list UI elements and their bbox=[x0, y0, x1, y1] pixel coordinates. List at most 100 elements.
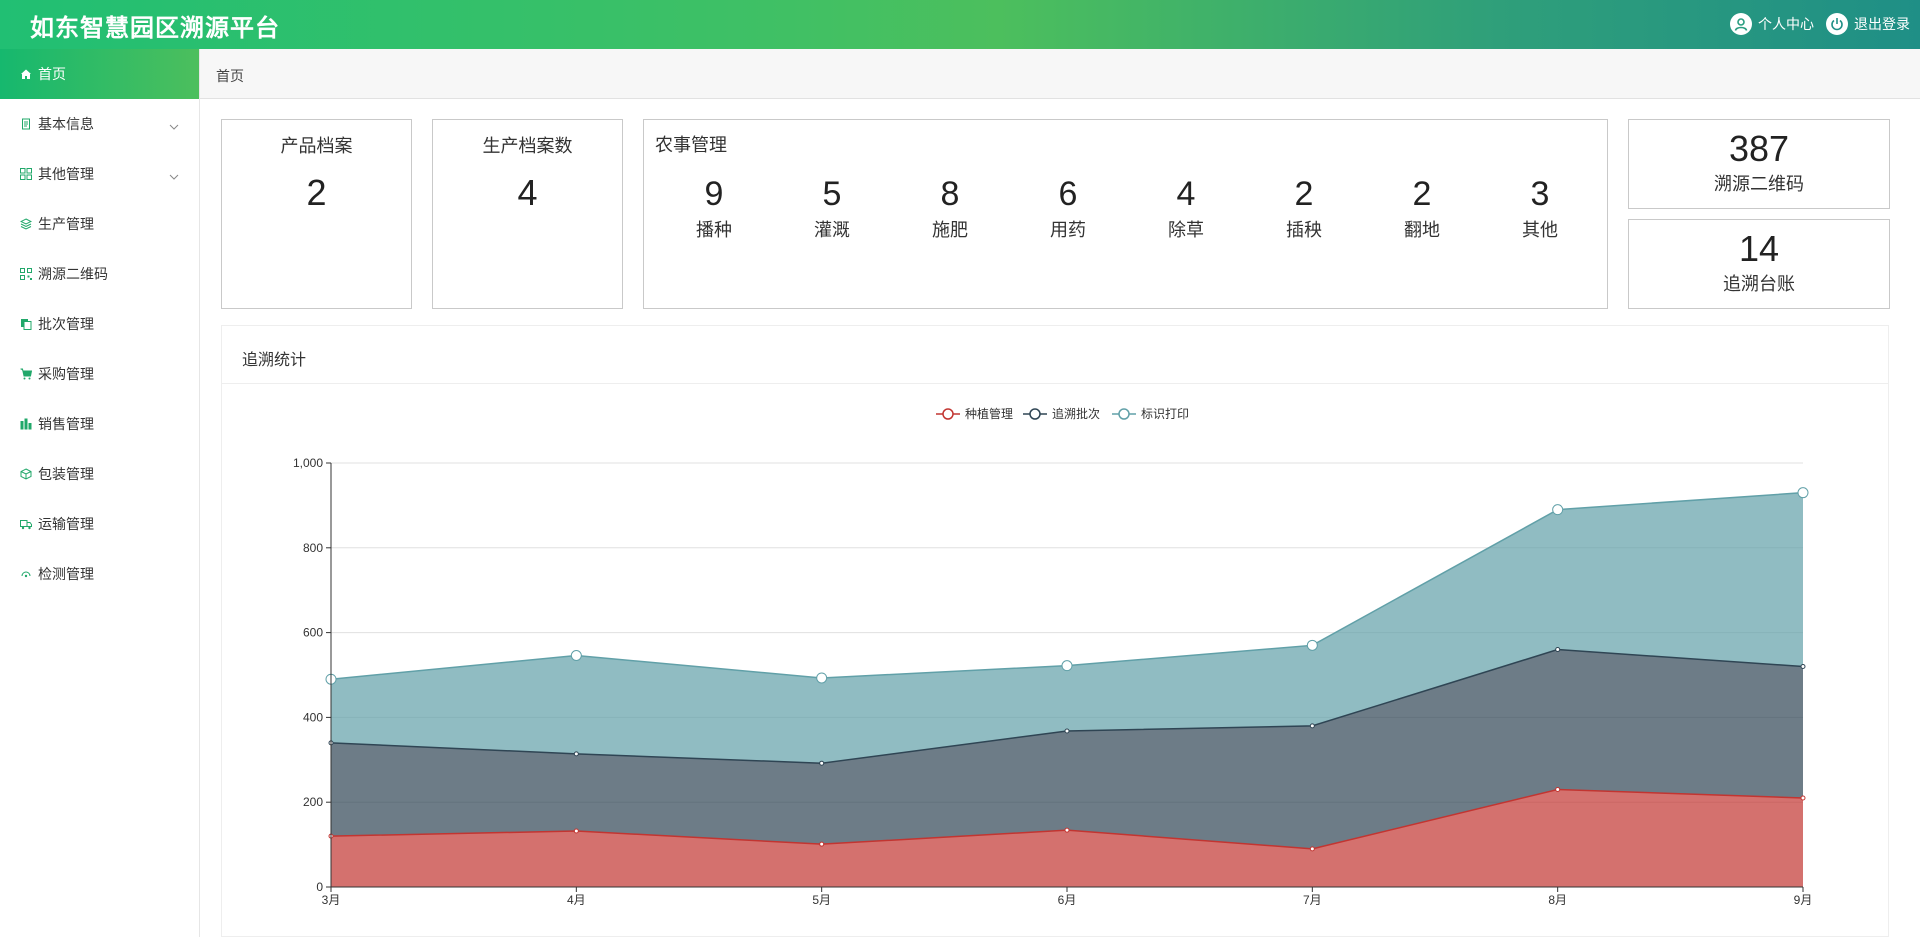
farm-stat-item[interactable]: 2 翻地 bbox=[1382, 176, 1462, 242]
qrcode-card[interactable]: 387 溯源二维码 bbox=[1628, 119, 1890, 209]
sidebar-item-sales[interactable]: 销售管理 bbox=[0, 399, 199, 449]
legend-label: 标识打印 bbox=[1141, 407, 1189, 421]
production-archive-count: 4 bbox=[517, 172, 538, 213]
farm-stat-label: 播种 bbox=[696, 220, 732, 240]
box-icon bbox=[20, 468, 32, 480]
farm-stat-value: 3 bbox=[1530, 175, 1550, 213]
layers-icon bbox=[20, 218, 32, 230]
trace-stats-chart: 0 200 400 600 800 1,000 3月 4月 5月 6月 7月 8月 9月 种植管理 追溯批次… bbox=[293, 406, 1813, 907]
farm-stat-item[interactable]: 8 施肥 bbox=[910, 176, 990, 242]
data-point bbox=[1064, 728, 1070, 734]
qrcode-icon bbox=[20, 268, 32, 280]
farm-stat-item[interactable]: 4 除草 bbox=[1146, 176, 1226, 242]
sidebar-item-label: 销售管理 bbox=[38, 416, 94, 432]
y-tick-label: 800 bbox=[303, 541, 323, 555]
data-point bbox=[1797, 487, 1809, 499]
ledger-card[interactable]: 14 追溯台账 bbox=[1628, 219, 1890, 309]
x-tick-label: 6月 bbox=[1058, 893, 1077, 907]
user-icon bbox=[1730, 13, 1752, 35]
farm-stat-item[interactable]: 2 插秧 bbox=[1264, 176, 1344, 242]
series-area bbox=[331, 789, 1803, 887]
y-tick-label: 1,000 bbox=[293, 456, 323, 470]
panel-header: 追溯统计 bbox=[222, 326, 1888, 384]
data-point bbox=[819, 760, 825, 766]
sidebar-item-other[interactable]: 其他管理 bbox=[0, 149, 199, 199]
x-tick-label: 4月 bbox=[567, 893, 586, 907]
header-actions: 个人中心 退出登录 bbox=[1730, 13, 1910, 35]
breadcrumb-home[interactable]: 首页 bbox=[216, 68, 244, 84]
farm-stat-label: 施肥 bbox=[932, 220, 968, 240]
sidebar-item-label: 基本信息 bbox=[38, 116, 94, 132]
farm-stat-label: 除草 bbox=[1168, 220, 1204, 240]
qrcode-label: 溯源二维码 bbox=[1714, 174, 1804, 194]
panel-title: 追溯统计 bbox=[242, 352, 307, 369]
legend-marker bbox=[1029, 408, 1041, 420]
sidebar-item-transport[interactable]: 运输管理 bbox=[0, 499, 199, 549]
farm-stat-label: 用药 bbox=[1050, 220, 1086, 240]
y-tick-label: 0 bbox=[316, 880, 323, 894]
farm-stat-item[interactable]: 5 灌溉 bbox=[792, 176, 872, 242]
qrcode-count: 387 bbox=[1728, 128, 1790, 169]
legend-label: 种植管理 bbox=[965, 406, 1013, 421]
breadcrumb: 首页 bbox=[200, 49, 1920, 99]
data-point bbox=[1555, 786, 1561, 792]
sidebar-item-detection[interactable]: 检测管理 bbox=[0, 549, 199, 599]
sidebar-item-purchase[interactable]: 采购管理 bbox=[0, 349, 199, 399]
sidebar-item-label: 检测管理 bbox=[38, 566, 94, 582]
sidebar: 首页 基本信息 其他管理 生产管理 溯源二维码 批次管理 采购管理 销售管理 包… bbox=[0, 49, 200, 937]
production-archive-card[interactable]: 生产档案数 4 bbox=[432, 119, 623, 309]
logout-link[interactable]: 退出登录 bbox=[1826, 13, 1910, 35]
y-tick-label: 200 bbox=[303, 795, 323, 809]
production-archive-label: 生产档案数 bbox=[482, 136, 573, 156]
data-point bbox=[1552, 504, 1564, 516]
farm-stat-value: 9 bbox=[704, 175, 724, 213]
farm-stat-value: 2 bbox=[1294, 175, 1314, 213]
sidebar-item-label: 采购管理 bbox=[38, 366, 94, 382]
sidebar-item-batch[interactable]: 批次管理 bbox=[0, 299, 199, 349]
data-point bbox=[1555, 647, 1561, 653]
farm-stat-value: 8 bbox=[940, 175, 960, 213]
farm-stat-item[interactable]: 3 其他 bbox=[1500, 176, 1580, 242]
farm-stat-item[interactable]: 6 用药 bbox=[1028, 176, 1108, 242]
data-point bbox=[1306, 639, 1318, 651]
data-point bbox=[1309, 846, 1315, 852]
sidebar-item-label: 包装管理 bbox=[38, 466, 94, 482]
power-icon bbox=[1826, 13, 1848, 35]
data-point bbox=[570, 649, 582, 661]
sidebar-item-basic-info[interactable]: 基本信息 bbox=[0, 99, 199, 149]
data-point bbox=[1309, 723, 1315, 729]
data-point bbox=[1800, 664, 1806, 670]
top-header: 如东智慧园区溯源平台 个人中心 退出登录 bbox=[0, 0, 1920, 49]
sidebar-item-label: 其他管理 bbox=[38, 166, 94, 182]
grid-icon bbox=[20, 168, 32, 180]
user-center-link[interactable]: 个人中心 bbox=[1730, 13, 1814, 35]
sidebar-item-label: 批次管理 bbox=[38, 316, 94, 332]
data-point bbox=[573, 751, 579, 757]
sidebar-item-label: 溯源二维码 bbox=[38, 266, 108, 282]
sidebar-item-home[interactable]: 首页 bbox=[0, 49, 199, 99]
copy-icon bbox=[20, 318, 32, 330]
farm-stat-label: 插秧 bbox=[1286, 220, 1322, 240]
ledger-label: 追溯台账 bbox=[1723, 274, 1795, 294]
data-point bbox=[816, 672, 828, 684]
x-tick-label: 9月 bbox=[1794, 893, 1813, 907]
farm-stat-label: 翻地 bbox=[1404, 220, 1440, 240]
farm-stat-label: 其他 bbox=[1522, 220, 1558, 240]
sidebar-item-production[interactable]: 生产管理 bbox=[0, 199, 199, 249]
chevron-down-icon bbox=[169, 117, 179, 133]
x-tick-label: 7月 bbox=[1303, 893, 1322, 907]
series-area bbox=[331, 492, 1803, 764]
bar-chart-icon bbox=[20, 418, 32, 430]
y-tick-label: 400 bbox=[303, 710, 323, 724]
farm-stat-item[interactable]: 9 播种 bbox=[674, 176, 754, 242]
series-area bbox=[331, 649, 1803, 849]
sidebar-item-qrcode[interactable]: 溯源二维码 bbox=[0, 249, 199, 299]
product-archive-card[interactable]: 产品档案 2 bbox=[221, 119, 412, 309]
detect-icon bbox=[20, 568, 32, 580]
sidebar-item-packaging[interactable]: 包装管理 bbox=[0, 449, 199, 499]
legend-label: 追溯批次 bbox=[1052, 406, 1100, 421]
truck-icon bbox=[20, 518, 32, 530]
sidebar-item-label: 运输管理 bbox=[38, 516, 94, 532]
ledger-count: 14 bbox=[1738, 228, 1780, 269]
logout-label: 退出登录 bbox=[1854, 16, 1910, 32]
